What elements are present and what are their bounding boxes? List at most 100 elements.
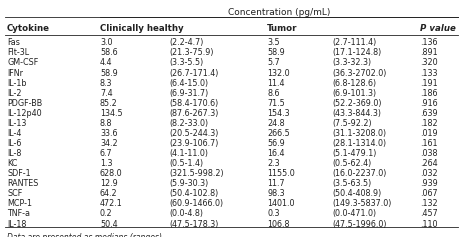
Text: (43.3-844.3): (43.3-844.3): [332, 109, 381, 118]
Text: 85.2: 85.2: [100, 99, 118, 108]
Text: .133: .133: [420, 68, 438, 77]
Text: 1401.0: 1401.0: [267, 199, 295, 208]
Text: 12.9: 12.9: [100, 179, 118, 188]
Text: 16.4: 16.4: [267, 149, 285, 158]
Text: .132: .132: [420, 199, 438, 208]
Text: KC: KC: [7, 159, 18, 168]
Text: (28.1-1314.0): (28.1-1314.0): [332, 139, 386, 148]
Text: (47.5-178.3): (47.5-178.3): [170, 219, 219, 228]
Text: (8.2-33.0): (8.2-33.0): [170, 119, 209, 128]
Text: 33.6: 33.6: [100, 129, 118, 138]
Text: IL-6: IL-6: [7, 139, 21, 148]
Text: GM-CSF: GM-CSF: [7, 59, 38, 68]
Text: 132.0: 132.0: [267, 68, 290, 77]
Text: (6.9-101.3): (6.9-101.3): [332, 89, 376, 98]
Text: Flt-3L: Flt-3L: [7, 48, 29, 57]
Text: 98.3: 98.3: [267, 189, 285, 198]
Text: (50.4-408.9): (50.4-408.9): [332, 189, 382, 198]
Text: .136: .136: [420, 38, 438, 47]
Text: 50.4: 50.4: [100, 219, 118, 228]
Text: IFNr: IFNr: [7, 68, 23, 77]
Text: .186: .186: [420, 89, 438, 98]
Text: .067: .067: [420, 189, 438, 198]
Text: 71.5: 71.5: [267, 99, 285, 108]
Text: 4.4: 4.4: [100, 59, 112, 68]
Text: IL-4: IL-4: [7, 129, 21, 138]
Text: (16.0-2237.0): (16.0-2237.0): [332, 169, 387, 178]
Text: .939: .939: [420, 179, 438, 188]
Text: (31.1-3208.0): (31.1-3208.0): [332, 129, 386, 138]
Text: P value: P value: [420, 24, 456, 33]
Text: (21.3-75.9): (21.3-75.9): [170, 48, 214, 57]
Text: Data are presented as medians (ranges).: Data are presented as medians (ranges).: [7, 233, 164, 237]
Text: IL-18: IL-18: [7, 219, 27, 228]
Text: RANTES: RANTES: [7, 179, 38, 188]
Text: IL-13: IL-13: [7, 119, 27, 128]
Text: (52.2-369.0): (52.2-369.0): [332, 99, 382, 108]
Text: 3.5: 3.5: [267, 38, 280, 47]
Text: (149.3-5837.0): (149.3-5837.0): [332, 199, 392, 208]
Text: .916: .916: [420, 99, 438, 108]
Text: (6.8-128.6): (6.8-128.6): [332, 79, 376, 88]
Text: Concentration (pg/mL): Concentration (pg/mL): [228, 8, 330, 17]
Text: (47.5-1996.0): (47.5-1996.0): [332, 219, 387, 228]
Text: (36.3-2702.0): (36.3-2702.0): [332, 68, 387, 77]
Text: (23.9-106.7): (23.9-106.7): [170, 139, 219, 148]
Text: 56.9: 56.9: [267, 139, 285, 148]
Text: TNF-a: TNF-a: [7, 210, 30, 219]
Text: (6.4-15.0): (6.4-15.0): [170, 79, 209, 88]
Text: (60.9-1466.0): (60.9-1466.0): [170, 199, 224, 208]
Text: (0.0-4.8): (0.0-4.8): [170, 210, 204, 219]
Text: Tumor: Tumor: [267, 24, 298, 33]
Text: 58.6: 58.6: [100, 48, 118, 57]
Text: .161: .161: [420, 139, 438, 148]
Text: 64.2: 64.2: [100, 189, 118, 198]
Text: 0.3: 0.3: [267, 210, 280, 219]
Text: (0.0-471.0): (0.0-471.0): [332, 210, 376, 219]
Text: 3.0: 3.0: [100, 38, 112, 47]
Text: 7.4: 7.4: [100, 89, 113, 98]
Text: (0.5-1.4): (0.5-1.4): [170, 159, 204, 168]
Text: 58.9: 58.9: [267, 48, 285, 57]
Text: .891: .891: [420, 48, 438, 57]
Text: .639: .639: [420, 109, 438, 118]
Text: 0.2: 0.2: [100, 210, 113, 219]
Text: (58.4-170.6): (58.4-170.6): [170, 99, 219, 108]
Text: (26.7-171.4): (26.7-171.4): [170, 68, 219, 77]
Text: IL-12p40: IL-12p40: [7, 109, 42, 118]
Text: .019: .019: [420, 129, 438, 138]
Text: 8.6: 8.6: [267, 89, 280, 98]
Text: 24.8: 24.8: [267, 119, 285, 128]
Text: 2.3: 2.3: [267, 159, 280, 168]
Text: (3.3-32.3): (3.3-32.3): [332, 59, 371, 68]
Text: (87.6-267.3): (87.6-267.3): [170, 109, 219, 118]
Text: (2.2-4.7): (2.2-4.7): [170, 38, 204, 47]
Text: 628.0: 628.0: [100, 169, 123, 178]
Text: 134.5: 134.5: [100, 109, 123, 118]
Text: .110: .110: [420, 219, 438, 228]
Text: Clinically healthy: Clinically healthy: [100, 24, 183, 33]
Text: 266.5: 266.5: [267, 129, 290, 138]
Text: 472.1: 472.1: [100, 199, 123, 208]
Text: .032: .032: [420, 169, 438, 178]
Text: IL-2: IL-2: [7, 89, 21, 98]
Text: (7.5-92.2): (7.5-92.2): [332, 119, 372, 128]
Text: MCP-1: MCP-1: [7, 199, 32, 208]
Text: IL-1b: IL-1b: [7, 79, 27, 88]
Text: .320: .320: [420, 59, 438, 68]
Text: (3.3-5.5): (3.3-5.5): [170, 59, 204, 68]
Text: 106.8: 106.8: [267, 219, 290, 228]
Text: 154.3: 154.3: [267, 109, 290, 118]
Text: (6.9-31.7): (6.9-31.7): [170, 89, 209, 98]
Text: 8.3: 8.3: [100, 79, 112, 88]
Text: (17.1-124.8): (17.1-124.8): [332, 48, 382, 57]
Text: 5.7: 5.7: [267, 59, 280, 68]
Text: (2.7-111.4): (2.7-111.4): [332, 38, 376, 47]
Text: 11.7: 11.7: [267, 179, 285, 188]
Text: (321.5-998.2): (321.5-998.2): [170, 169, 224, 178]
Text: SCF: SCF: [7, 189, 22, 198]
Text: 6.7: 6.7: [100, 149, 113, 158]
Text: 8.8: 8.8: [100, 119, 112, 128]
Text: SDF-1: SDF-1: [7, 169, 31, 178]
Text: Cytokine: Cytokine: [7, 24, 50, 33]
